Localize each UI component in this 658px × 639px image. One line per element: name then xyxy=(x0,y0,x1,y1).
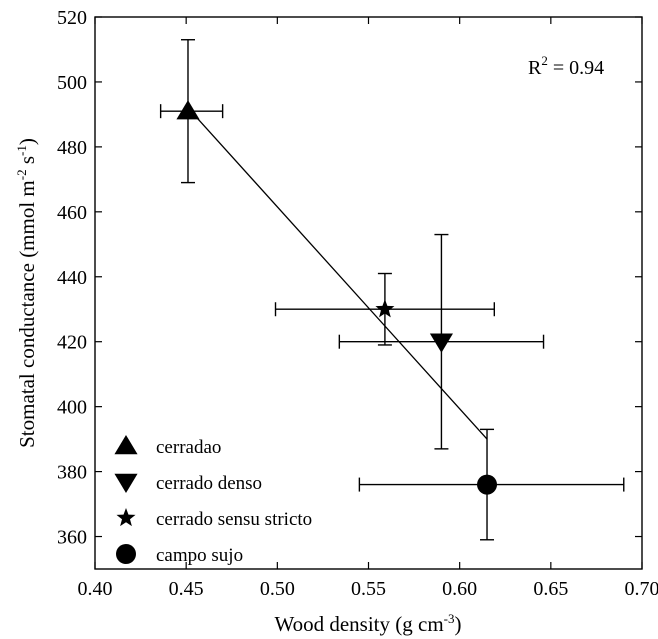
circle-marker xyxy=(477,474,498,495)
y-tick-label: 380 xyxy=(57,462,87,484)
legend-star-marker xyxy=(116,508,136,527)
legend-label: campo sujo xyxy=(156,545,243,566)
axis-ticks: 0.40 0.45 0.50 0.55 0.60 0.65 0.70 360 380 400 420… xyxy=(57,7,658,600)
y-tick-label: 400 xyxy=(57,397,87,419)
x-tick-label: 0.45 xyxy=(169,578,204,600)
legend-triangle-up-marker xyxy=(114,435,138,455)
data-point-cerrado-denso xyxy=(338,233,545,450)
x-tick-label: 0.40 xyxy=(78,578,113,600)
regression-line xyxy=(187,107,488,440)
y-tick-label: 500 xyxy=(57,72,87,94)
legend-item: campo sujo xyxy=(116,544,243,566)
legend-circle-marker xyxy=(116,544,136,564)
x-tick-label: 0.55 xyxy=(351,578,386,600)
legend-label: cerrado denso xyxy=(156,473,262,494)
triangle-up-marker xyxy=(176,100,200,120)
y-tick-label: 480 xyxy=(57,137,87,159)
data-point-cerradao xyxy=(159,39,224,184)
x-tick-label: 0.65 xyxy=(533,578,568,600)
y-tick-label: 440 xyxy=(57,267,87,289)
y-axis-title: Stomatal conductance (mmol m-2 s-1) xyxy=(14,138,39,448)
y-tick-label: 460 xyxy=(57,202,87,224)
legend-item: cerradao xyxy=(114,435,221,458)
y-tick-label: 360 xyxy=(57,527,87,549)
y-tick-label: 420 xyxy=(57,332,87,354)
triangle-down-marker xyxy=(429,333,453,353)
x-axis-title: Wood density (g cm-3) xyxy=(274,611,461,636)
legend-triangle-down-marker xyxy=(114,473,138,493)
legend-item: cerrado denso xyxy=(114,473,262,494)
x-tick-label: 0.60 xyxy=(442,578,477,600)
x-tick-label: 0.70 xyxy=(625,578,658,600)
y-tick-label: 520 xyxy=(57,7,87,29)
legend-label: cerradao xyxy=(156,437,221,458)
legend: cerradao cerrado denso cerrado sensu stric… xyxy=(114,435,312,566)
legend-label: cerrado sensu stricto xyxy=(156,509,312,530)
x-tick-label: 0.50 xyxy=(260,578,295,600)
r-squared-annotation: R2 = 0.94 xyxy=(528,53,604,79)
data-point-campo-sujo xyxy=(358,428,625,541)
star-marker xyxy=(375,299,395,318)
data-points xyxy=(159,39,625,541)
data-point-cerrado-sensu-stricto xyxy=(274,272,496,346)
legend-item: cerrado sensu stricto xyxy=(116,508,312,530)
fit-line-group xyxy=(187,107,488,440)
